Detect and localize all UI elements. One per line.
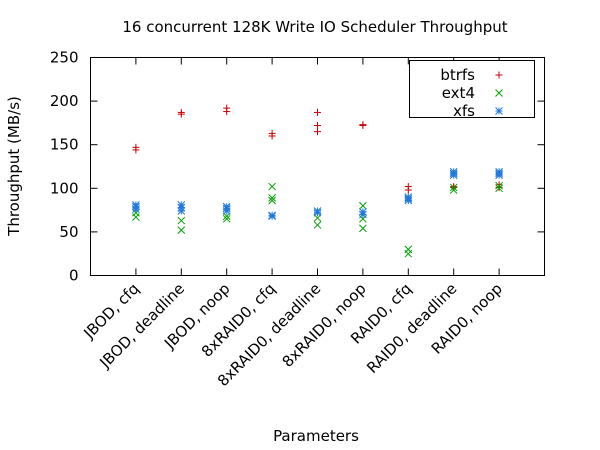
ext4-point bbox=[359, 224, 367, 233]
ext4-point bbox=[495, 181, 503, 190]
ext4-point bbox=[222, 214, 231, 223]
xfs-point bbox=[495, 167, 503, 176]
legend-marker-xfs bbox=[495, 107, 503, 115]
y-tick-label: 200 bbox=[50, 92, 79, 110]
xfs-point bbox=[313, 207, 322, 215]
data-points bbox=[132, 104, 503, 258]
legend-label: btrfs bbox=[440, 66, 475, 84]
xfs-point bbox=[404, 193, 413, 201]
xfs-point bbox=[449, 167, 458, 176]
ext4-point bbox=[495, 184, 503, 193]
ext4-point bbox=[313, 221, 322, 229]
ext4-point bbox=[359, 201, 367, 210]
btrfs-point bbox=[495, 181, 503, 189]
ext4-point bbox=[268, 196, 276, 205]
legend-box bbox=[409, 60, 535, 118]
btrfs-point bbox=[314, 128, 321, 136]
ext4-point bbox=[177, 216, 186, 225]
btrfs-point bbox=[359, 121, 367, 129]
legend-label: xfs bbox=[453, 102, 475, 120]
btrfs-point bbox=[450, 183, 458, 191]
y-tick-label: 250 bbox=[50, 49, 79, 67]
ext4-point bbox=[449, 186, 458, 194]
ext4-point bbox=[268, 194, 276, 202]
y-tick-label: 150 bbox=[50, 136, 79, 154]
y-axis-label: Throughput (MB/s) bbox=[5, 96, 23, 237]
y-tick-label: 50 bbox=[59, 223, 78, 241]
btrfs-point bbox=[268, 129, 276, 137]
xfs-point bbox=[268, 211, 276, 220]
btrfs-point bbox=[223, 104, 231, 112]
legend-label: ext4 bbox=[442, 84, 475, 102]
ext4-point bbox=[268, 182, 276, 191]
legend-marker-btrfs bbox=[495, 71, 503, 79]
xfs-point bbox=[359, 207, 367, 216]
btrfs-point bbox=[404, 183, 412, 191]
xfs-point bbox=[177, 201, 186, 209]
ext4-point bbox=[449, 183, 458, 192]
y-axis: 0 50 100 150 200 250 bbox=[50, 49, 545, 285]
btrfs-point bbox=[132, 143, 140, 151]
xfs-point bbox=[132, 201, 140, 209]
ext4-point bbox=[404, 245, 413, 254]
ext4-point bbox=[177, 226, 186, 235]
y-tick-label: 0 bbox=[69, 267, 79, 285]
btrfs-point bbox=[314, 122, 321, 130]
x-axis-label: Parameters bbox=[273, 427, 359, 445]
btrfs-point bbox=[177, 108, 185, 116]
legend-marker-ext4 bbox=[495, 89, 503, 97]
chart-title: 16 concurrent 128K Write IO Scheduler Th… bbox=[122, 18, 507, 36]
btrfs-point bbox=[314, 108, 321, 116]
xfs-point bbox=[222, 202, 231, 211]
y-tick-label: 100 bbox=[50, 179, 79, 197]
